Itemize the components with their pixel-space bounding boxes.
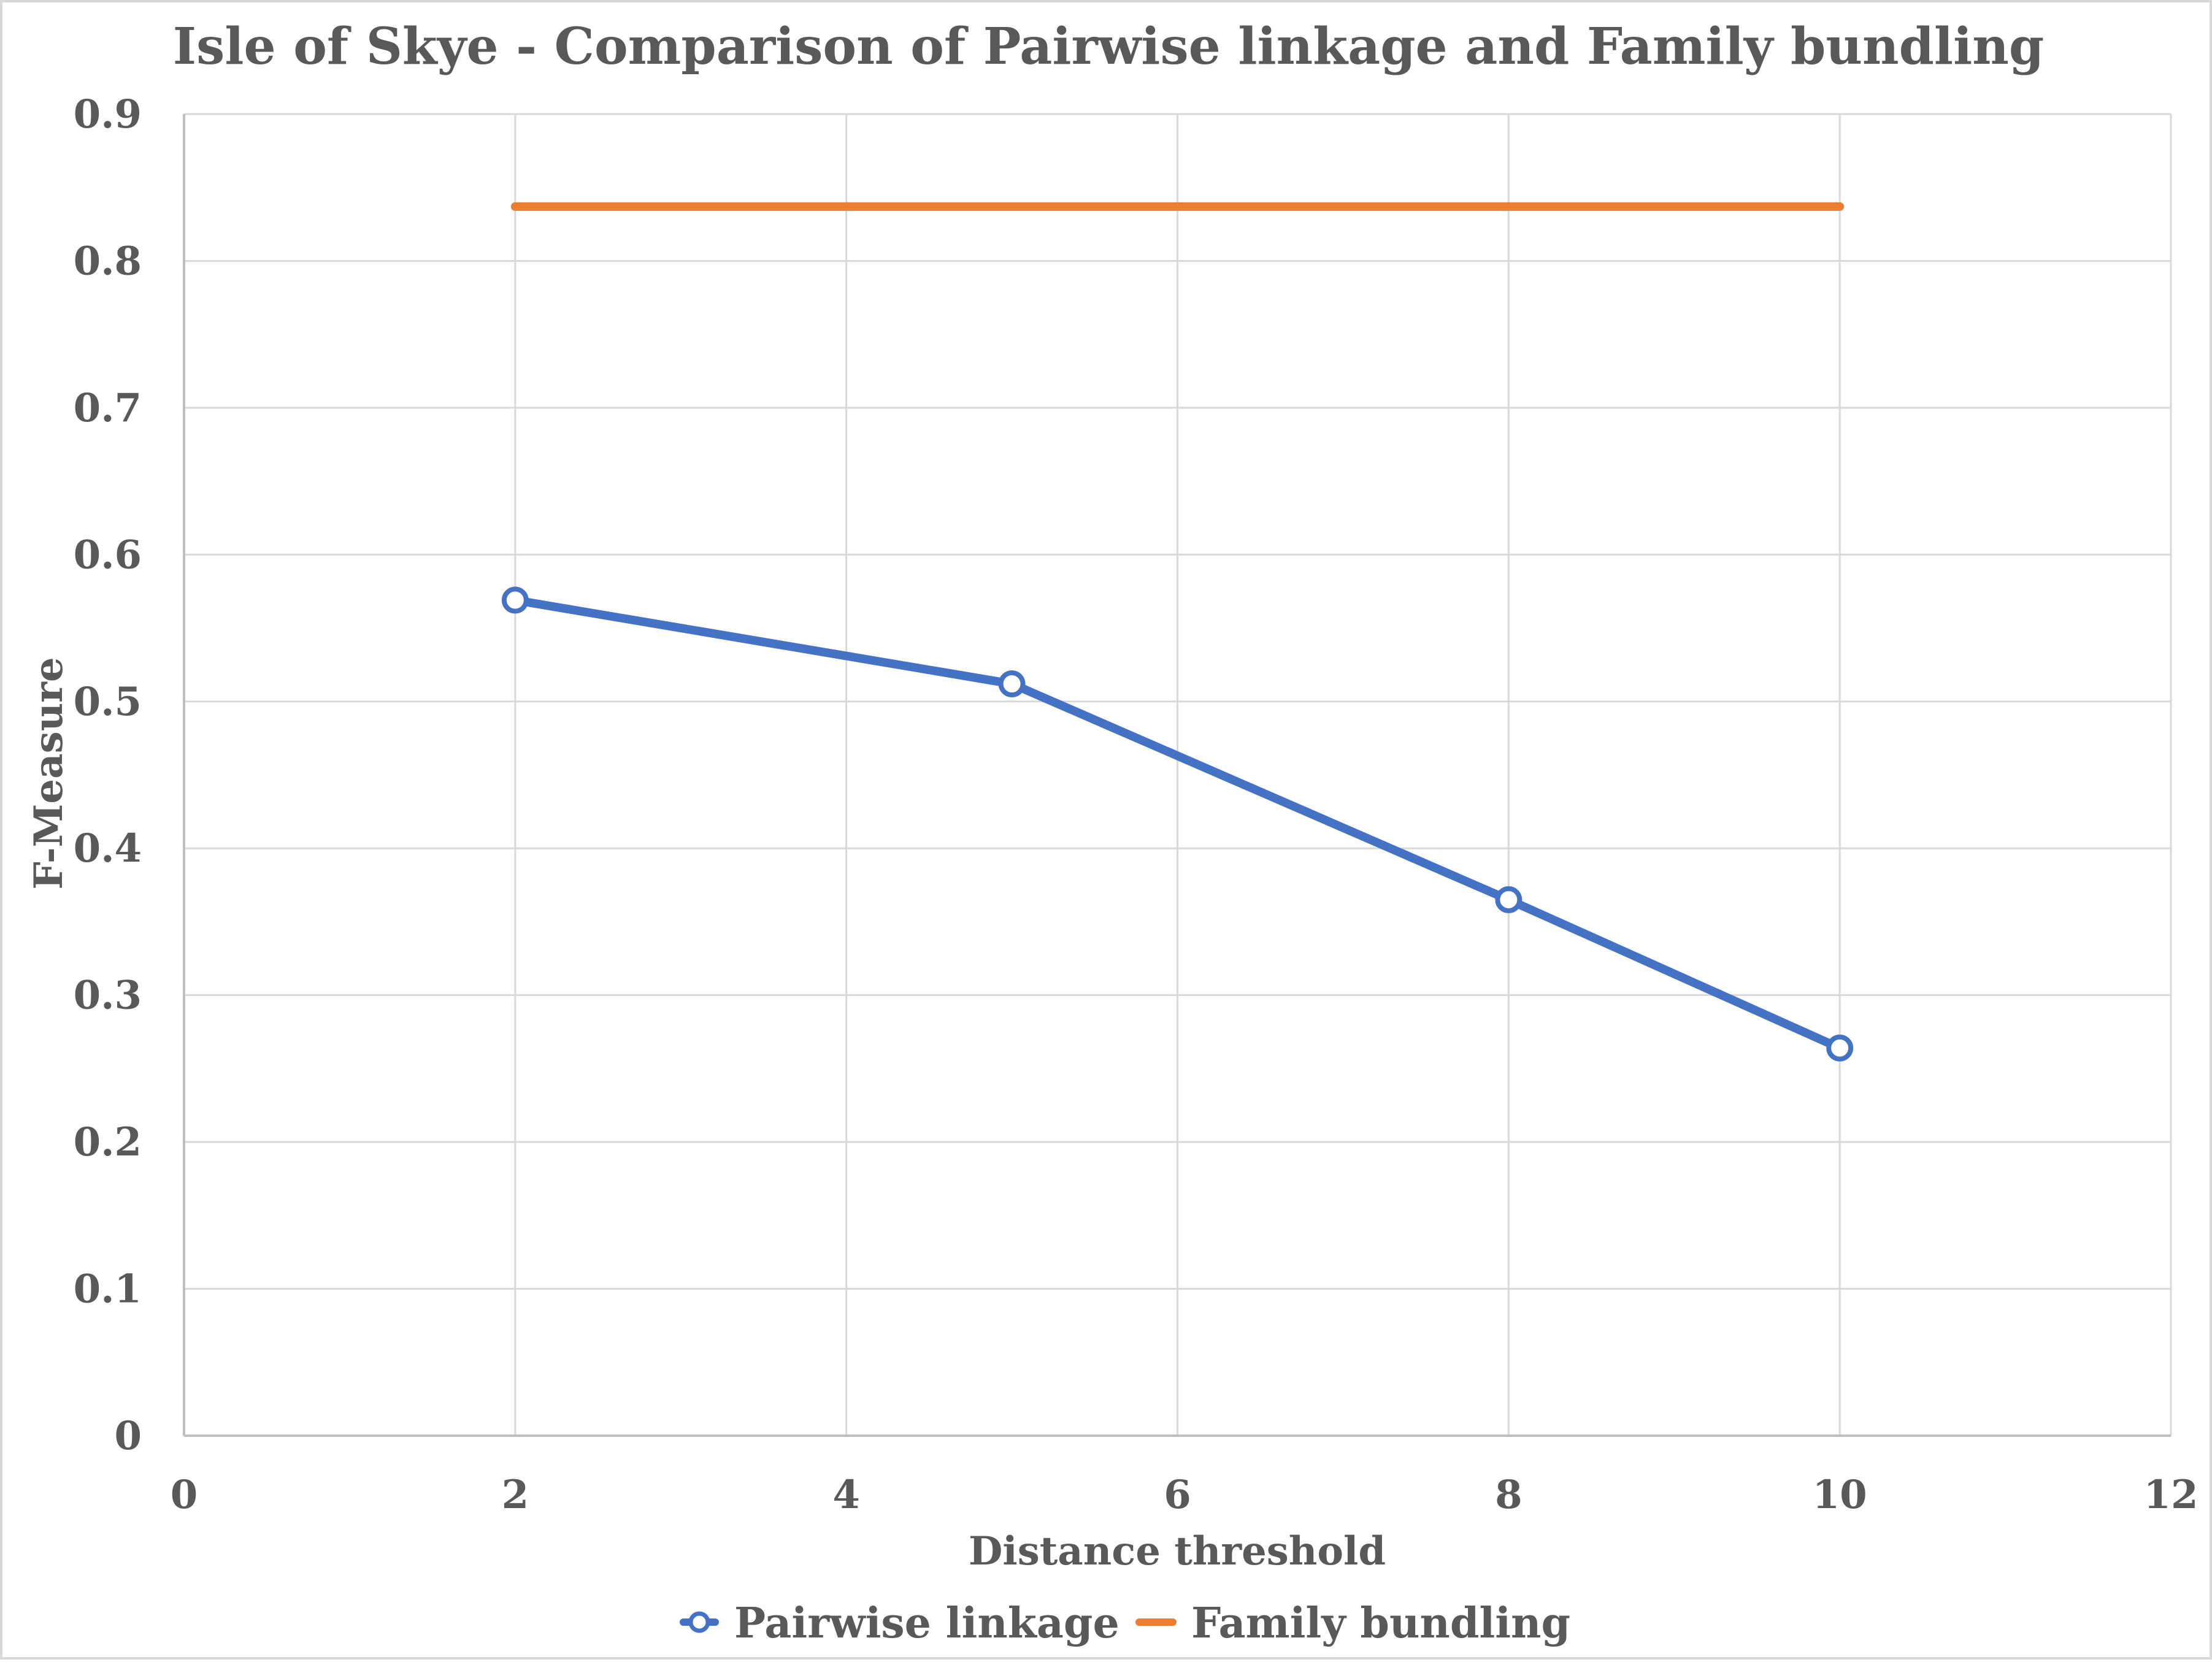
y-tick-label: 0.4 <box>74 825 142 871</box>
legend-item: Pairwise linkage <box>680 1599 1119 1648</box>
gridlines <box>184 113 2172 1436</box>
x-axis-title: Distance threshold <box>969 1528 1386 1574</box>
legend-item: Family bundling <box>1135 1599 1570 1648</box>
y-tick-label: 0.2 <box>74 1119 142 1165</box>
y-tick-label: 0.1 <box>74 1266 142 1312</box>
x-tick-label: 6 <box>1164 1472 1191 1518</box>
chart-title: Isle of Skye - Comparison of Pairwise li… <box>173 17 2044 76</box>
x-tick-label: 4 <box>832 1472 860 1518</box>
series-line <box>510 595 1845 1052</box>
data-point <box>1495 886 1523 914</box>
x-tick-label: 12 <box>2143 1472 2198 1518</box>
legend-label: Family bundling <box>1191 1599 1570 1648</box>
y-tick-label: 0.7 <box>74 385 142 431</box>
series-group <box>501 202 1854 1062</box>
y-tick-label: 0.9 <box>74 91 142 137</box>
y-axis-title: F-Measure <box>26 657 72 889</box>
legend-marker <box>688 1611 710 1633</box>
legend: Pairwise linkage Family bundling <box>680 1599 1570 1648</box>
axes: 0 0.1 0.2 0.3 0.4 0.5 0.6 0.7 0.8 0.9 0 2 4 6 8 10 12 <box>74 91 2199 1518</box>
y-tick-label: 0.8 <box>74 238 142 284</box>
data-point <box>998 670 1026 698</box>
y-tick-label: 0.5 <box>74 679 142 725</box>
y-tick-label: 0.6 <box>74 532 142 578</box>
y-tick-label: 0 <box>114 1413 142 1459</box>
y-tick-label: 0.3 <box>74 973 142 1019</box>
legend-label: Pairwise linkage <box>734 1599 1119 1648</box>
data-point <box>1826 1034 1854 1062</box>
x-tick-label: 0 <box>171 1472 198 1518</box>
x-tick-label: 10 <box>1813 1472 1867 1518</box>
x-tick-label: 8 <box>1495 1472 1523 1518</box>
data-point <box>501 586 529 614</box>
x-tick-label: 2 <box>502 1472 529 1518</box>
series-pairwise-linkage <box>501 586 1854 1062</box>
